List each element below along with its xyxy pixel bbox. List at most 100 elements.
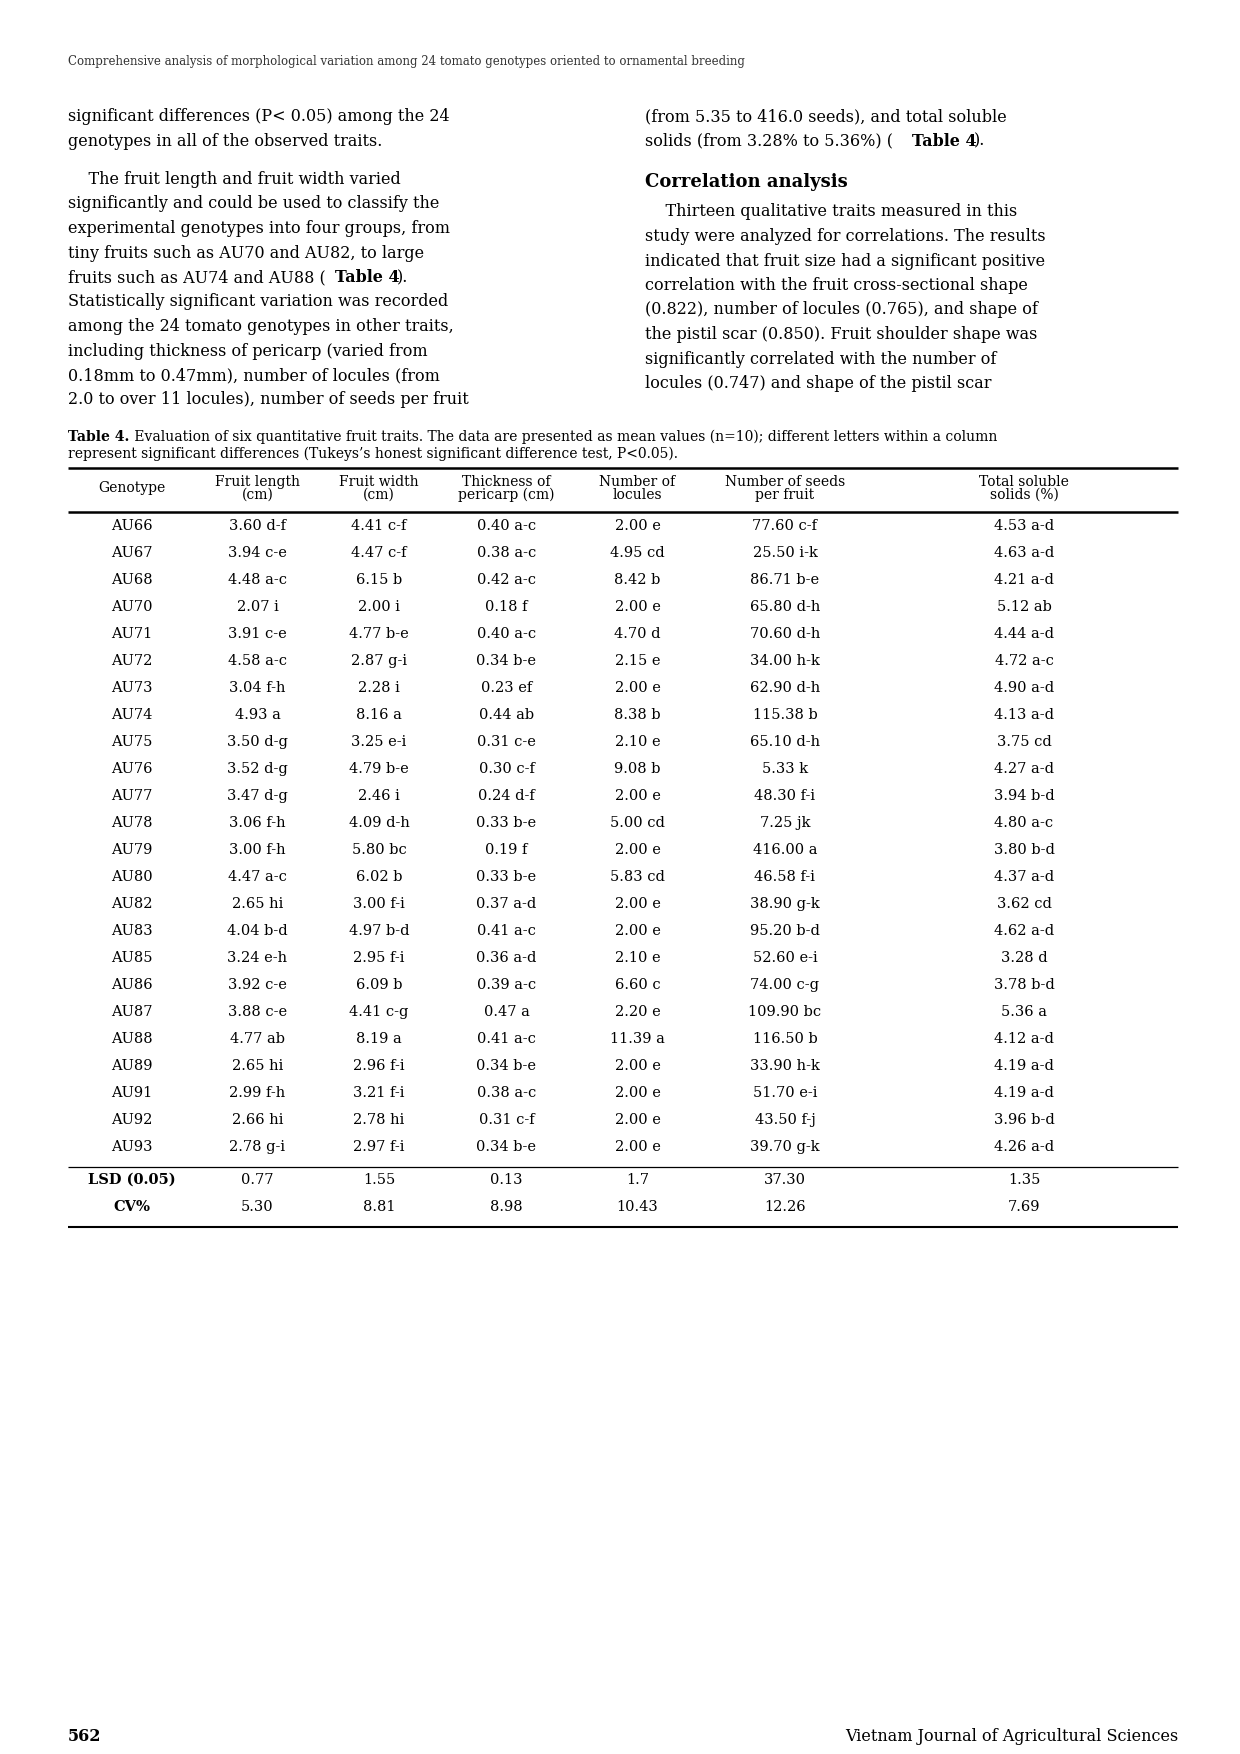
Text: Number of seeds: Number of seeds — [725, 475, 846, 489]
Text: AU85: AU85 — [110, 951, 153, 965]
Text: 4.04 b-d: 4.04 b-d — [227, 924, 288, 938]
Text: 4.47 a-c: 4.47 a-c — [228, 870, 286, 884]
Text: 416.00 a: 416.00 a — [753, 844, 817, 858]
Text: 0.24 d-f: 0.24 d-f — [479, 789, 534, 803]
Text: significantly correlated with the number of: significantly correlated with the number… — [645, 351, 997, 368]
Text: 33.90 h-k: 33.90 h-k — [750, 1059, 820, 1073]
Text: 65.10 d-h: 65.10 d-h — [750, 735, 820, 749]
Text: 5.83 cd: 5.83 cd — [610, 870, 665, 884]
Text: AU76: AU76 — [110, 761, 153, 775]
Text: correlation with the fruit cross-sectional shape: correlation with the fruit cross-section… — [645, 277, 1028, 295]
Text: 1.55: 1.55 — [363, 1173, 396, 1187]
Text: 0.47 a: 0.47 a — [484, 1005, 529, 1019]
Text: 4.12 a-d: 4.12 a-d — [994, 1031, 1054, 1045]
Text: 4.77 b-e: 4.77 b-e — [350, 626, 409, 640]
Text: AU93: AU93 — [110, 1140, 153, 1154]
Text: 5.36 a: 5.36 a — [1001, 1005, 1047, 1019]
Text: 3.00 f-h: 3.00 f-h — [229, 844, 285, 858]
Text: 2.00 e: 2.00 e — [615, 681, 661, 695]
Text: 3.75 cd: 3.75 cd — [997, 735, 1052, 749]
Text: 4.44 a-d: 4.44 a-d — [994, 626, 1054, 640]
Text: 2.96 f-i: 2.96 f-i — [353, 1059, 404, 1073]
Text: 3.91 c-e: 3.91 c-e — [228, 626, 286, 640]
Text: 6.15 b: 6.15 b — [356, 574, 402, 588]
Text: (from 5.35 to 416.0 seeds), and total soluble: (from 5.35 to 416.0 seeds), and total so… — [645, 109, 1007, 125]
Text: 3.60 d-f: 3.60 d-f — [229, 519, 286, 533]
Text: 0.33 b-e: 0.33 b-e — [476, 816, 537, 830]
Text: 5.12 ab: 5.12 ab — [997, 600, 1052, 614]
Text: 1.35: 1.35 — [1008, 1173, 1040, 1187]
Text: 9.08 b: 9.08 b — [614, 761, 661, 775]
Text: 39.70 g-k: 39.70 g-k — [750, 1140, 820, 1154]
Text: Comprehensive analysis of morphological variation among 24 tomato genotypes orie: Comprehensive analysis of morphological … — [68, 54, 745, 68]
Text: LSD (0.05): LSD (0.05) — [88, 1173, 175, 1187]
Text: experimental genotypes into four groups, from: experimental genotypes into four groups,… — [68, 219, 450, 237]
Text: AU82: AU82 — [110, 896, 153, 910]
Text: 8.16 a: 8.16 a — [356, 709, 402, 723]
Text: 2.07 i: 2.07 i — [237, 600, 279, 614]
Text: the pistil scar (0.850). Fruit shoulder shape was: the pistil scar (0.850). Fruit shoulder … — [645, 326, 1038, 344]
Text: per fruit: per fruit — [755, 488, 815, 502]
Text: 1.7: 1.7 — [626, 1173, 649, 1187]
Text: 8.42 b: 8.42 b — [614, 574, 661, 588]
Text: 2.78 hi: 2.78 hi — [353, 1114, 404, 1128]
Text: 3.94 b-d: 3.94 b-d — [993, 789, 1054, 803]
Text: 11.39 a: 11.39 a — [610, 1031, 665, 1045]
Text: Table 4.: Table 4. — [68, 430, 129, 444]
Text: 4.70 d: 4.70 d — [614, 626, 661, 640]
Text: 4.37 a-d: 4.37 a-d — [994, 870, 1054, 884]
Text: 4.41 c-f: 4.41 c-f — [351, 519, 407, 533]
Text: AU73: AU73 — [110, 681, 153, 695]
Text: locules: locules — [613, 488, 662, 502]
Text: AU75: AU75 — [110, 735, 153, 749]
Text: pericarp (cm): pericarp (cm) — [459, 488, 554, 502]
Text: 38.90 g-k: 38.90 g-k — [750, 896, 820, 910]
Text: 3.06 f-h: 3.06 f-h — [229, 816, 285, 830]
Text: 4.48 a-c: 4.48 a-c — [228, 574, 286, 588]
Text: 2.00 e: 2.00 e — [615, 924, 661, 938]
Text: 4.41 c-g: 4.41 c-g — [350, 1005, 409, 1019]
Text: 0.31 c-e: 0.31 c-e — [477, 735, 536, 749]
Text: among the 24 tomato genotypes in other traits,: among the 24 tomato genotypes in other t… — [68, 317, 454, 335]
Text: 4.21 a-d: 4.21 a-d — [994, 574, 1054, 588]
Text: 116.50 b: 116.50 b — [753, 1031, 817, 1045]
Text: 4.19 a-d: 4.19 a-d — [994, 1086, 1054, 1100]
Text: 0.40 a-c: 0.40 a-c — [477, 519, 536, 533]
Text: AU88: AU88 — [110, 1031, 153, 1045]
Text: 8.19 a: 8.19 a — [356, 1031, 402, 1045]
Text: fruits such as AU74 and AU88 (: fruits such as AU74 and AU88 ( — [68, 268, 326, 286]
Text: Correlation analysis: Correlation analysis — [645, 174, 848, 191]
Text: (cm): (cm) — [242, 488, 274, 502]
Text: 115.38 b: 115.38 b — [753, 709, 817, 723]
Text: 2.00 e: 2.00 e — [615, 600, 661, 614]
Text: 3.47 d-g: 3.47 d-g — [227, 789, 288, 803]
Text: 4.79 b-e: 4.79 b-e — [350, 761, 409, 775]
Text: 74.00 c-g: 74.00 c-g — [750, 979, 820, 993]
Text: 2.00 e: 2.00 e — [615, 1086, 661, 1100]
Text: 0.36 a-d: 0.36 a-d — [476, 951, 537, 965]
Text: 4.90 a-d: 4.90 a-d — [994, 681, 1054, 695]
Text: solids (%): solids (%) — [990, 488, 1059, 502]
Text: Fruit length: Fruit length — [215, 475, 300, 489]
Text: 3.92 c-e: 3.92 c-e — [228, 979, 286, 993]
Text: 4.80 a-c: 4.80 a-c — [994, 816, 1054, 830]
Text: Evaluation of six quantitative fruit traits. The data are presented as mean valu: Evaluation of six quantitative fruit tra… — [130, 430, 997, 444]
Text: 65.80 d-h: 65.80 d-h — [750, 600, 820, 614]
Text: AU74: AU74 — [110, 709, 153, 723]
Text: 2.00 e: 2.00 e — [615, 519, 661, 533]
Text: 0.34 b-e: 0.34 b-e — [476, 1140, 537, 1154]
Text: 7.25 jk: 7.25 jk — [760, 816, 810, 830]
Text: 2.00 e: 2.00 e — [615, 789, 661, 803]
Text: 0.19 f: 0.19 f — [485, 844, 528, 858]
Text: 4.47 c-f: 4.47 c-f — [351, 545, 407, 560]
Text: Statistically significant variation was recorded: Statistically significant variation was … — [68, 293, 448, 310]
Text: 3.24 e-h: 3.24 e-h — [227, 951, 288, 965]
Text: 0.41 a-c: 0.41 a-c — [477, 1031, 536, 1045]
Text: 2.15 e: 2.15 e — [615, 654, 660, 668]
Text: (0.822), number of locules (0.765), and shape of: (0.822), number of locules (0.765), and … — [645, 302, 1038, 319]
Text: Vietnam Journal of Agricultural Sciences: Vietnam Journal of Agricultural Sciences — [844, 1728, 1178, 1745]
Text: study were analyzed for correlations. The results: study were analyzed for correlations. Th… — [645, 228, 1045, 246]
Text: AU70: AU70 — [110, 600, 153, 614]
Text: 0.13: 0.13 — [490, 1173, 523, 1187]
Text: 2.20 e: 2.20 e — [615, 1005, 661, 1019]
